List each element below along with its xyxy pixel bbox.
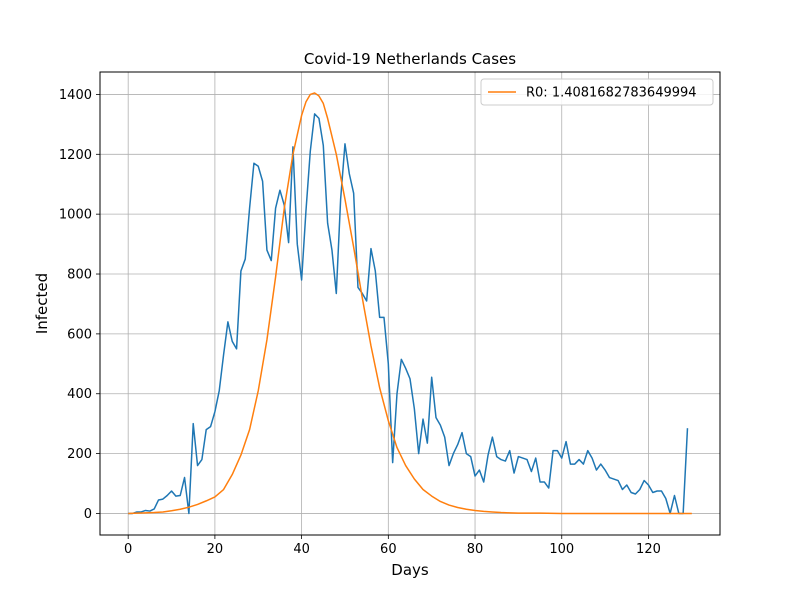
y-tick-label: 1000 [59,208,92,223]
x-ticks: 0 20 40 60 80 100 120 [124,535,661,557]
y-ticks: 0 200 400 600 800 1000 1200 1400 [59,88,100,522]
y-tick-label: 200 [67,447,92,462]
y-tick-label: 400 [67,387,92,402]
x-tick-label: 80 [467,542,484,557]
y-tick-label: 800 [67,268,92,283]
y-axis-label: Infected [33,273,51,334]
x-tick-label: 40 [293,542,310,557]
infected-series-line [128,113,689,515]
plot-frame [99,71,721,536]
x-axis-label: Days [391,561,429,579]
legend: R0: 1.4081682783649994 [480,78,714,106]
series-layer [128,92,692,515]
legend-label-r0: R0: 1.4081682783649994 [526,86,697,101]
x-tick-label: 0 [124,542,132,557]
legend-box [480,78,714,106]
x-tick-label: 100 [549,542,574,557]
x-tick-label: 20 [207,542,224,557]
x-tick-label: 120 [636,542,661,557]
x-tick-label: 60 [380,542,397,557]
chart-title: Covid-19 Netherlands Cases [304,50,516,68]
y-tick-label: 0 [84,507,92,522]
y-tick-label: 1200 [59,148,92,163]
y-tick-label: 600 [67,327,92,342]
r0-fit-series-line [128,92,692,515]
y-tick-label: 1400 [59,88,92,103]
